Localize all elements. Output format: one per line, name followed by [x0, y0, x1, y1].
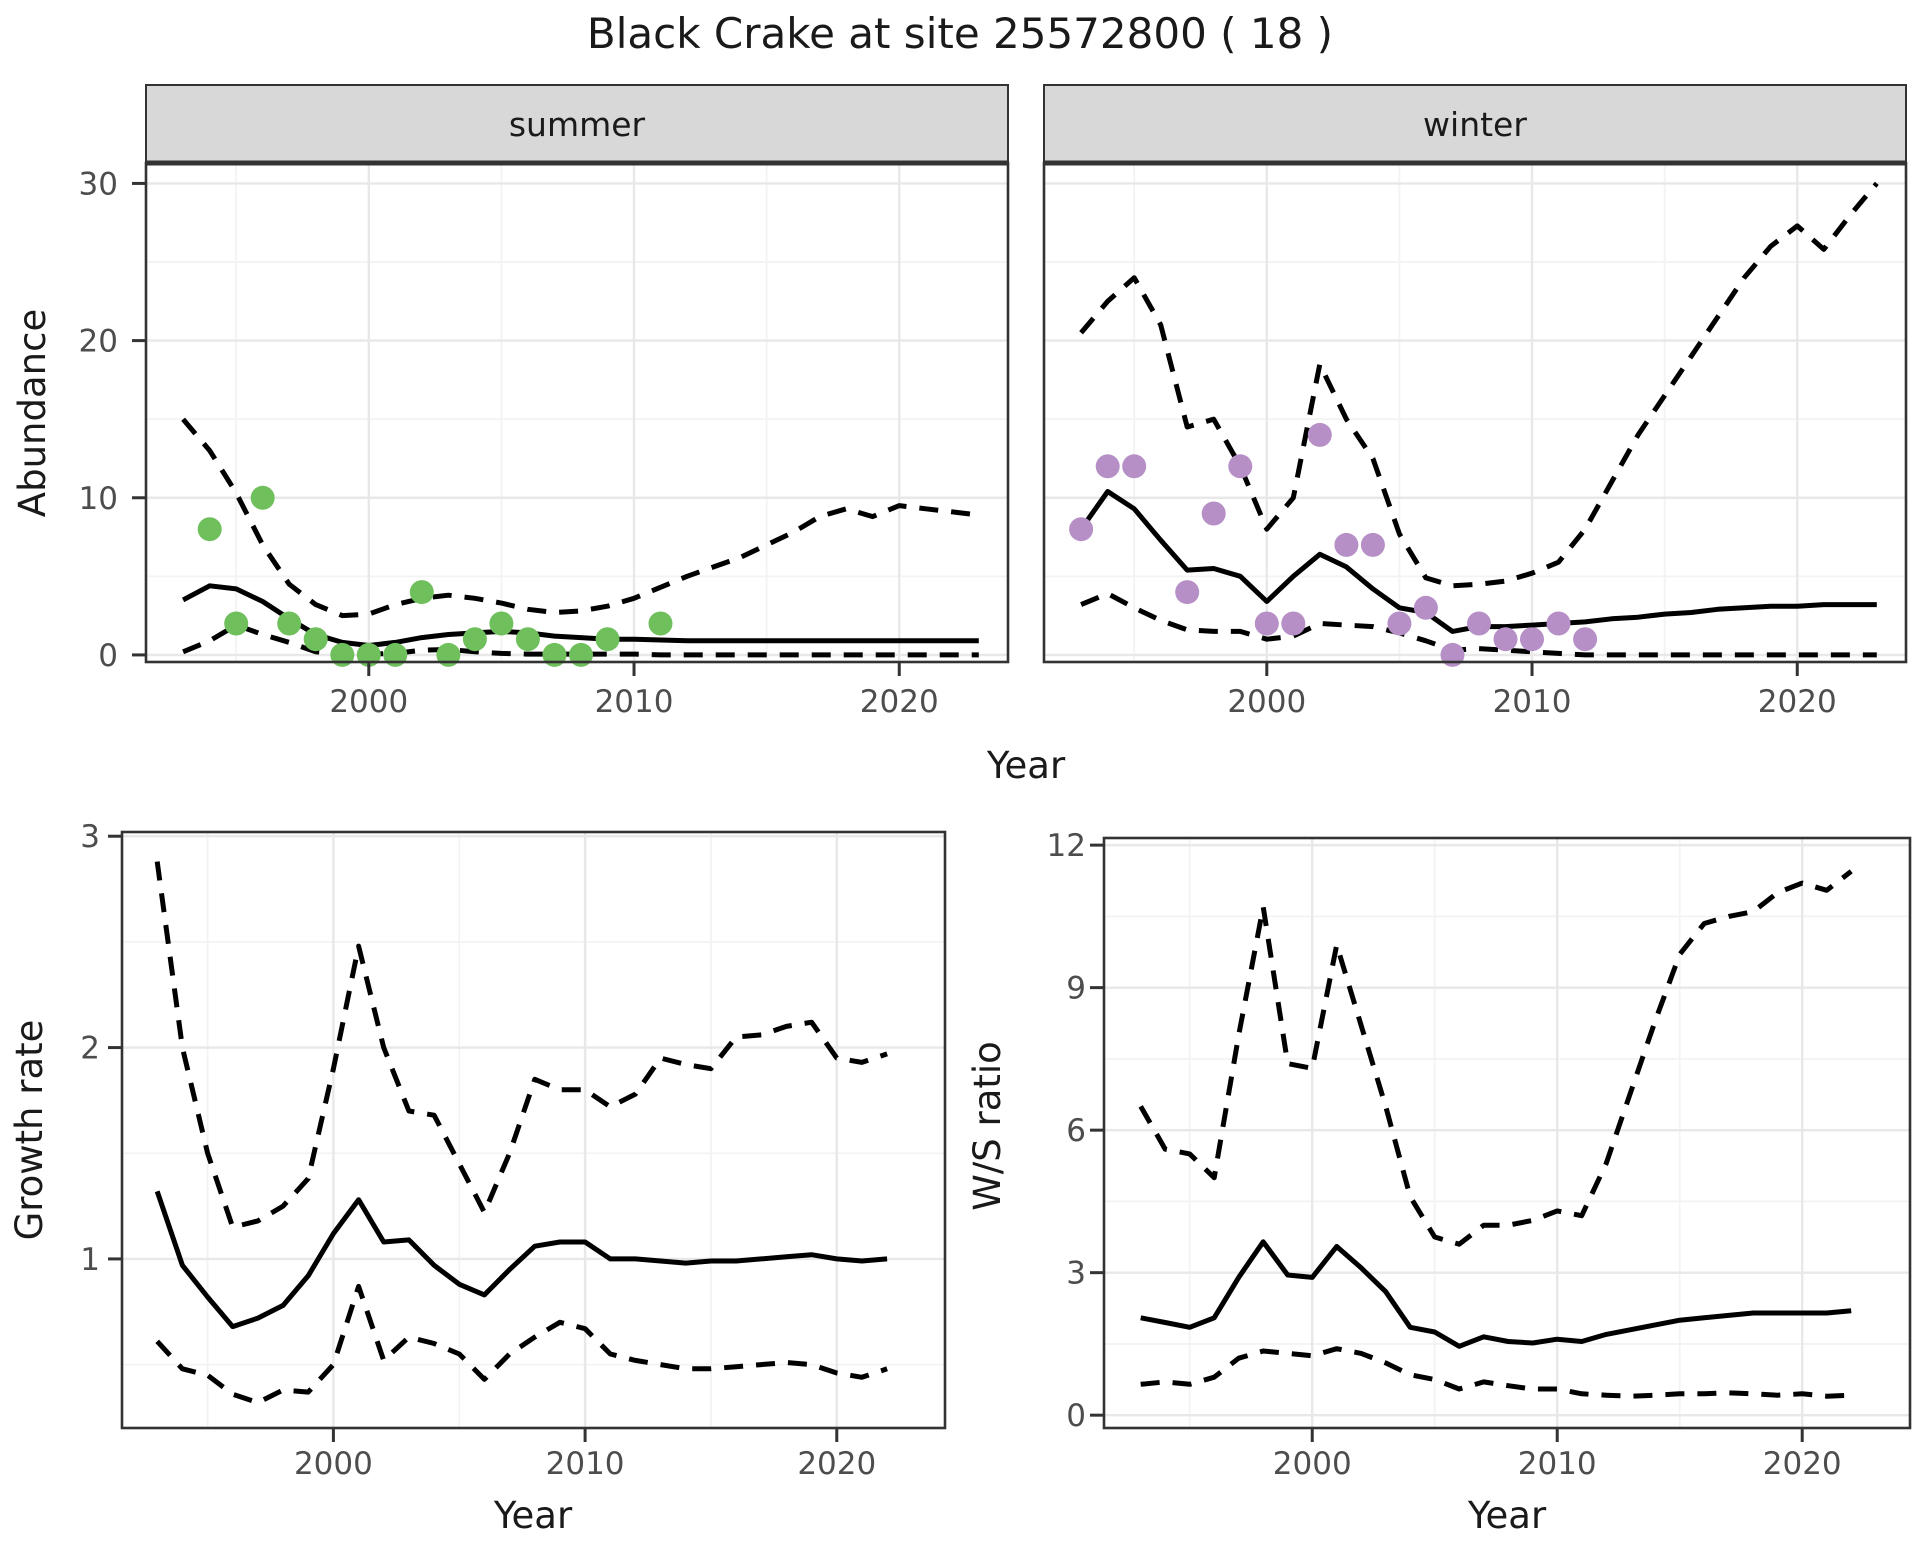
- y-tick-label: 10: [79, 481, 118, 517]
- observed-count-point-summer: [648, 611, 673, 636]
- ws-year-axis-title: Year: [1467, 1494, 1547, 1537]
- panel-abundance-winter: winter 2000 2010 2020: [1042, 84, 1908, 720]
- series-median-growth-rate: [154, 1190, 888, 1330]
- observed-count-point-winter: [1254, 611, 1279, 636]
- panel-background: [1044, 163, 1906, 662]
- x-tick-label: 2010: [1493, 684, 1572, 720]
- observed-count-point-winter: [1281, 611, 1306, 636]
- series-lower-ci-abundance-winter: [1080, 591, 1877, 658]
- observed-count-point-summer: [330, 642, 355, 667]
- y-tick-label: 3: [1066, 1256, 1086, 1292]
- y-tick-label: 2: [80, 1031, 100, 1067]
- x-tick-label: 2020: [797, 1446, 876, 1482]
- observed-count-point-winter: [1069, 517, 1094, 542]
- observed-count-point-winter: [1387, 611, 1412, 636]
- observed-count-point-winter: [1467, 611, 1491, 636]
- observed-count-point-summer: [569, 642, 593, 667]
- facet-strip-label: summer: [509, 105, 646, 144]
- x-tick-label: 2000: [1227, 684, 1306, 720]
- ws-ratio-axis-title: W/S ratio: [966, 1041, 1009, 1211]
- y-tick-label: 6: [1066, 1113, 1086, 1149]
- panel-border: [120, 830, 947, 1430]
- panel-ws-ratio: 2000 2010 2020 0 3 6 9 12: [1047, 828, 1912, 1482]
- plot-title: Black Crake at site 25572800 ( 18 ): [587, 9, 1333, 58]
- series-lower-ci-abundance-summer: [182, 622, 979, 658]
- top-year-axis-title: Year: [986, 744, 1066, 787]
- observed-count-point-winter: [1493, 627, 1518, 652]
- y-tick-label: 1: [80, 1242, 100, 1278]
- panel-background: [122, 832, 945, 1428]
- panel-growth-rate: 2000 2010 2020 1 2 3: [80, 819, 947, 1482]
- growth-year-axis-title: Year: [493, 1494, 573, 1537]
- observed-count-point-winter: [1095, 454, 1120, 479]
- observed-count-point-summer: [277, 611, 302, 636]
- y-tick-label: 3: [80, 819, 100, 855]
- growth-rate-axis-title: Growth rate: [8, 1020, 51, 1241]
- observed-count-point-summer: [462, 627, 487, 652]
- series-upper-ci-growth-rate: [154, 861, 888, 1230]
- y-tick-label: 12: [1047, 828, 1086, 864]
- series-upper-ci-abundance-winter: [1079, 181, 1879, 589]
- observed-count-point-summer: [303, 627, 328, 652]
- x-tick-label: 2010: [595, 684, 674, 720]
- series-median-ws-ratio: [1140, 1239, 1852, 1349]
- observed-count-point-summer: [197, 517, 222, 542]
- observed-count-point-winter: [1546, 611, 1571, 636]
- observed-count-point-summer: [489, 611, 514, 636]
- panel-abundance-summer: summer 2000 2010 2020 0 10 20 30: [79, 84, 1010, 720]
- y-tick-label: 9: [1066, 971, 1086, 1007]
- y-tick-label: 0: [98, 638, 118, 674]
- abundance-axis-title: Abundance: [11, 309, 54, 517]
- x-tick-label: 2020: [860, 684, 939, 720]
- observed-count-point-winter: [1228, 454, 1253, 479]
- panel-border: [1102, 836, 1912, 1430]
- observed-count-point-summer: [250, 485, 275, 510]
- y-tick-label: 30: [79, 166, 118, 202]
- series-lower-ci-ws-ratio: [1140, 1346, 1852, 1399]
- series-upper-ci-abundance-summer: [181, 417, 980, 619]
- panel-background: [1104, 838, 1910, 1428]
- x-tick-label: 2010: [546, 1446, 625, 1482]
- observed-count-point-summer: [436, 642, 461, 667]
- facet-strip: [1043, 84, 1907, 164]
- series-lower-ci-growth-rate: [155, 1283, 888, 1406]
- observed-count-point-summer: [515, 627, 540, 652]
- observed-count-point-winter: [1122, 454, 1147, 479]
- series-upper-ci-ws-ratio: [1138, 869, 1853, 1247]
- observed-count-point-summer: [542, 642, 567, 667]
- observed-count-point-winter: [1413, 595, 1438, 620]
- x-tick-label: 2010: [1518, 1446, 1597, 1482]
- x-tick-label: 2000: [329, 684, 408, 720]
- x-tick-label: 2020: [1758, 684, 1837, 720]
- y-tick-label: 20: [79, 324, 118, 360]
- observed-count-point-summer: [595, 627, 620, 652]
- facet-strip: [145, 84, 1009, 164]
- observed-count-point-summer: [409, 580, 434, 605]
- observed-count-point-winter: [1440, 642, 1465, 667]
- x-tick-label: 2000: [1273, 1446, 1352, 1482]
- observed-count-point-summer: [224, 611, 249, 636]
- observed-count-point-winter: [1175, 580, 1200, 605]
- observed-count-point-winter: [1201, 501, 1226, 526]
- x-tick-label: 2000: [294, 1446, 373, 1482]
- facet-strip-label: winter: [1423, 105, 1527, 144]
- panel-background: [146, 163, 1008, 662]
- x-tick-label: 2020: [1763, 1446, 1842, 1482]
- y-tick-label: 0: [1066, 1398, 1086, 1434]
- observed-count-point-summer: [383, 642, 408, 667]
- observed-count-point-winter: [1520, 627, 1544, 652]
- observed-count-point-winter: [1360, 532, 1385, 557]
- observed-count-point-winter: [1573, 627, 1598, 652]
- observed-count-point-winter: [1307, 422, 1332, 447]
- observed-count-point-winter: [1334, 532, 1359, 557]
